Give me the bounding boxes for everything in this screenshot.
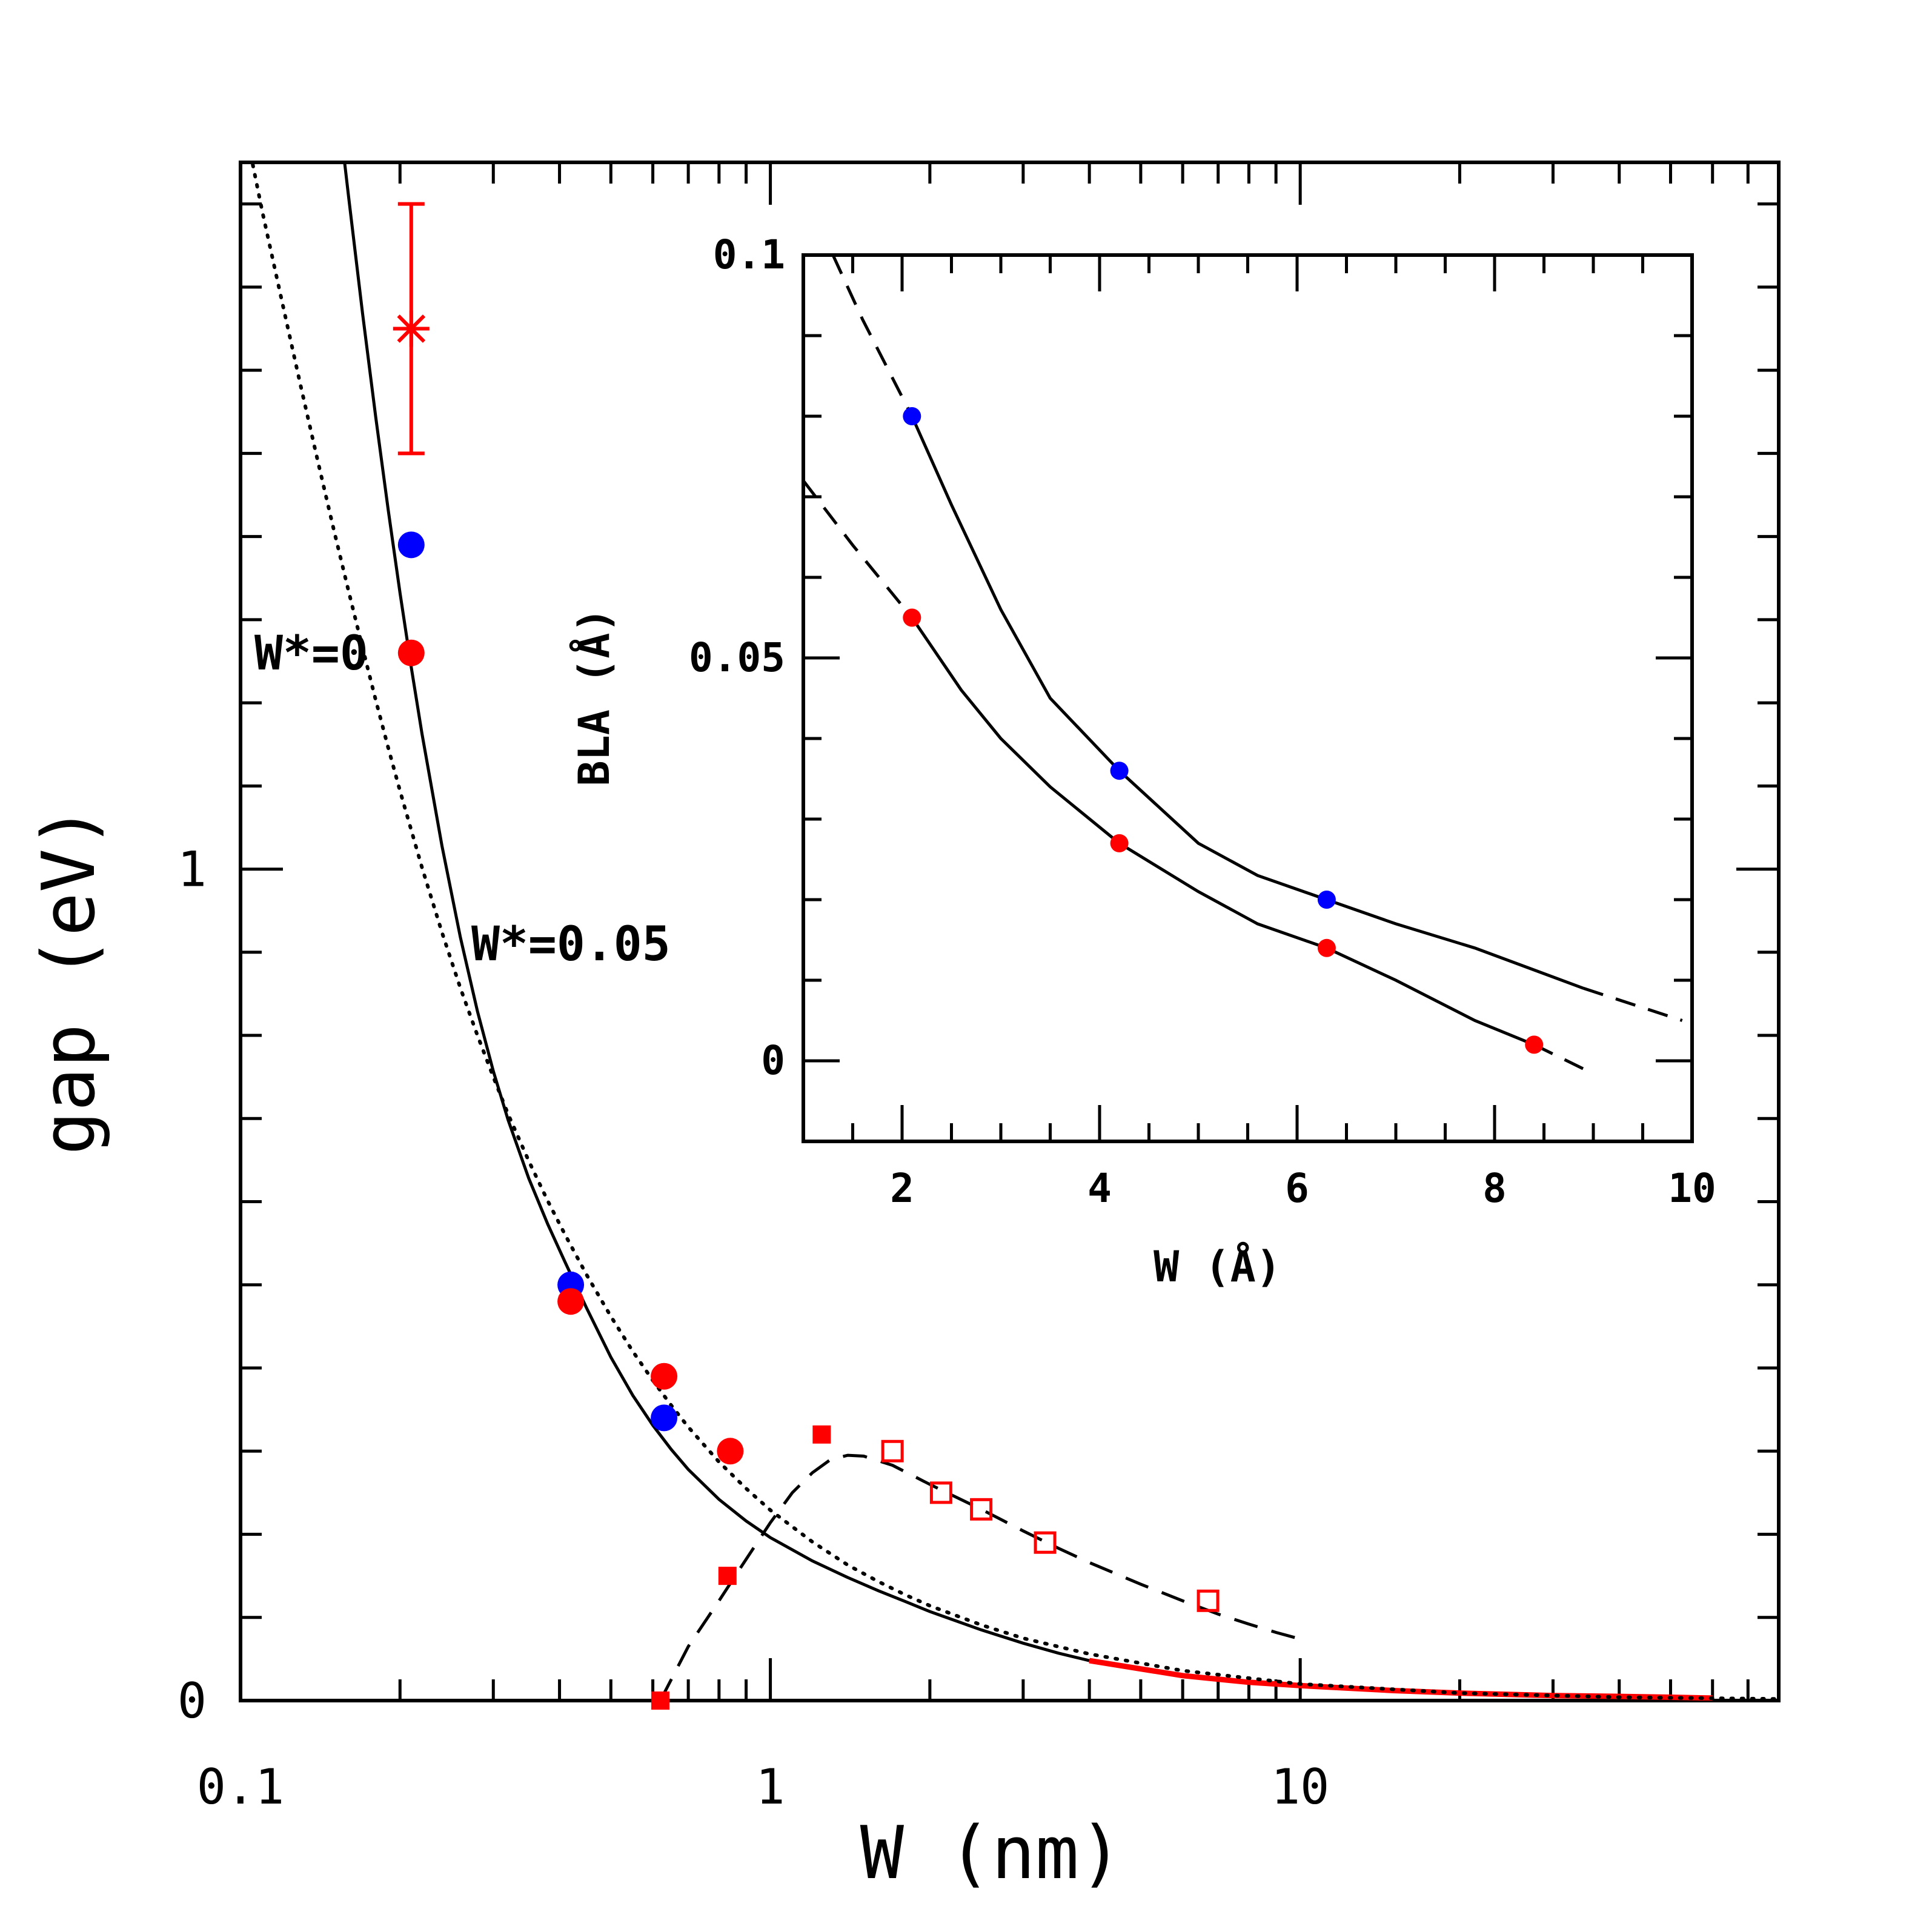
inset-x-tick-label: 2	[890, 1165, 914, 1212]
data-point-open-square	[1197, 1589, 1220, 1612]
data-point-open-square	[881, 1439, 904, 1462]
inset-data-point	[1110, 762, 1129, 780]
inset-data-point	[1317, 891, 1336, 909]
data-point-open-square	[970, 1498, 993, 1521]
inset-data-point	[903, 407, 921, 425]
x-tick-label: 1	[755, 1759, 785, 1815]
inset-x-axis-label: W (Å)	[1154, 1242, 1281, 1292]
data-point	[397, 639, 425, 666]
inset-data-point	[1317, 938, 1336, 957]
series-line-0	[343, 162, 1090, 1662]
y-axis-label: gap (eV)	[27, 805, 111, 1155]
data-point	[651, 1404, 678, 1432]
inset-frame	[802, 253, 1694, 1143]
inset-y-tick-label: 0	[761, 1037, 785, 1084]
inset-x-tick-label: 6	[1285, 1165, 1309, 1212]
inset-y-tick-label: 0.05	[689, 634, 785, 681]
inset-series-group	[803, 255, 1683, 1071]
series-line-3	[659, 1453, 1301, 1701]
data-point-square	[812, 1425, 831, 1444]
inset-x-tick-label: 4	[1087, 1165, 1112, 1212]
data-point-open-square	[929, 1481, 952, 1504]
inset-y-tick-label: 0.1	[713, 231, 785, 278]
data-point	[397, 531, 425, 559]
inset-plot: 2 4 6 8 10 0 0.05 0.1 W (Å) BLA (Å)	[569, 231, 1716, 1292]
data-point	[557, 1288, 585, 1315]
main-plot: 0.1 1 10 0 1 W (nm) gap (eV) W*=0 W*=0.05	[27, 161, 1781, 1896]
inset-series-line-4	[911, 617, 1535, 1046]
inset-series-line-1	[911, 415, 1584, 990]
data-point	[651, 1363, 678, 1390]
inset-data-point	[1525, 1035, 1544, 1054]
inset-y-axis-label: BLA (Å)	[569, 607, 619, 786]
main-series-group	[250, 162, 1779, 1701]
asterisk-marker	[397, 314, 426, 343]
data-point	[717, 1438, 744, 1465]
y-tick-label: 0	[178, 1673, 207, 1729]
data-point-square	[718, 1567, 737, 1585]
annotation-w0: W*=0	[254, 626, 368, 681]
x-axis-label: W (nm)	[860, 1811, 1123, 1896]
inset-x-tick-label: 8	[1482, 1165, 1507, 1212]
data-point-square	[651, 1691, 670, 1710]
inset-series-line-5	[1533, 1043, 1584, 1071]
inset-series-line-3	[803, 479, 914, 619]
main-plot-frame	[239, 161, 1781, 1702]
inset-data-point	[903, 608, 921, 627]
inset-series-line-0	[831, 255, 914, 417]
series-line-1	[1089, 1658, 1713, 1701]
inset-series-line-2	[1582, 986, 1683, 1022]
x-tick-label: 0.1	[197, 1759, 285, 1815]
inset-data-point	[1110, 834, 1129, 852]
inset-x-tick-label: 10	[1668, 1165, 1716, 1212]
series-line-2	[250, 162, 1779, 1701]
x-tick-label: 10	[1271, 1759, 1329, 1815]
data-point-open-square	[1034, 1531, 1057, 1554]
annotation-w005: W*=0.05	[471, 917, 671, 972]
y-tick-label: 1	[178, 842, 207, 898]
